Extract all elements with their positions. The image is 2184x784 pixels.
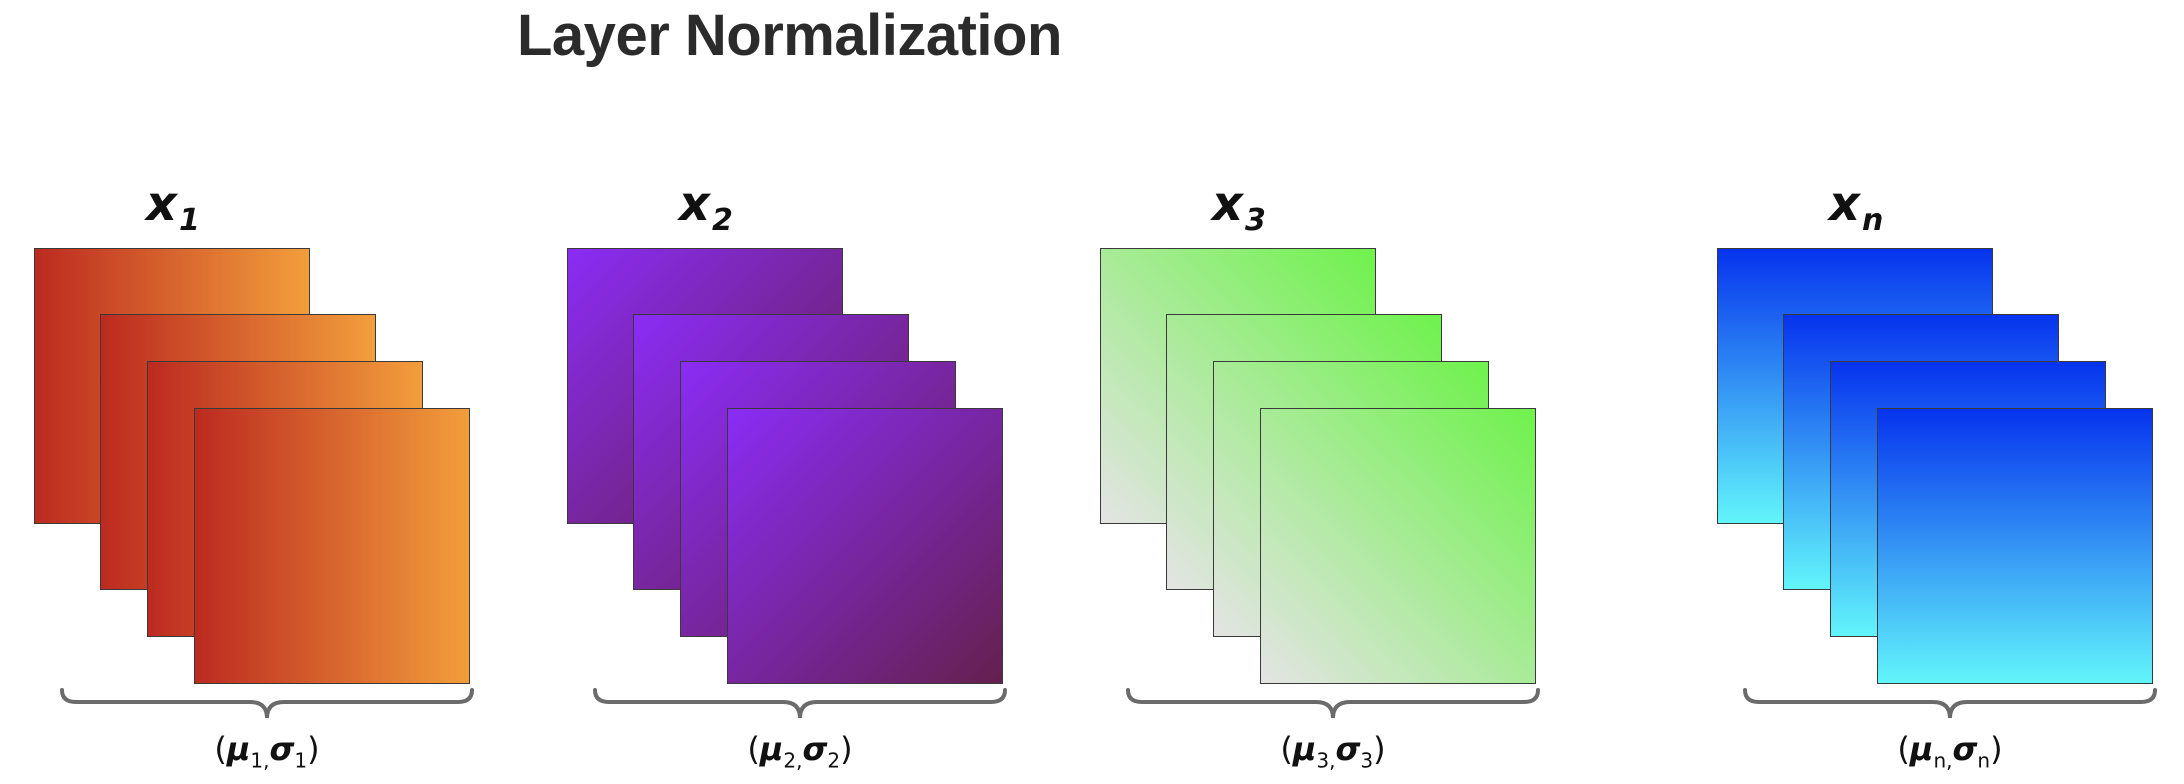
sigma-subscript: 2: [827, 748, 841, 773]
mu-symbol: μ: [226, 730, 251, 768]
mu-subscript: 3: [1316, 748, 1330, 773]
page-title: Layer Normalization: [517, 3, 1062, 68]
sigma-symbol: σ: [1335, 730, 1361, 768]
stats-label-x3: (μ3,σ3): [1253, 730, 1413, 772]
open-paren: (: [214, 730, 227, 768]
sigma-subscript: 3: [1360, 748, 1374, 773]
close-paren: ): [840, 730, 853, 768]
stats-label-x2: (μ2,σ2): [720, 730, 880, 772]
curly-brace-x3: [1126, 688, 1540, 719]
variable-symbol: x: [146, 176, 177, 232]
mu-symbol: μ: [1292, 730, 1317, 768]
close-paren: ): [1990, 730, 2003, 768]
variable-symbol: x: [1212, 176, 1243, 232]
variable-subscript: n: [1861, 203, 1884, 238]
feature-map-sheet: [194, 408, 470, 684]
curly-brace-x2: [593, 688, 1007, 719]
mu-subscript: n: [1933, 748, 1947, 773]
sigma-subscript: 1: [294, 748, 308, 773]
variable-label-x1: x1: [146, 180, 200, 236]
sigma-subscript: n: [1977, 748, 1991, 773]
stats-label-xn: (μn,σn): [1870, 730, 2030, 772]
feature-map-sheet: [727, 408, 1003, 684]
variable-symbol: x: [679, 176, 710, 232]
sigma-symbol: σ: [1952, 730, 1978, 768]
feature-group-x1: x1 (μ1,σ1): [34, 180, 494, 780]
feature-group-x2: x2 (μ2,σ2): [567, 180, 1027, 780]
variable-symbol: x: [1829, 176, 1860, 232]
close-paren: ): [1373, 730, 1386, 768]
feature-map-sheet: [1877, 408, 2153, 684]
variable-label-xn: xn: [1829, 180, 1883, 236]
mu-subscript: 1: [250, 748, 264, 773]
feature-group-x3: x3 (μ3,σ3): [1100, 180, 1560, 780]
sigma-symbol: σ: [802, 730, 828, 768]
curly-brace-x1: [60, 688, 474, 719]
separator: ,: [1946, 748, 1953, 773]
open-paren: (: [1897, 730, 1910, 768]
mu-symbol: μ: [1909, 730, 1934, 768]
close-paren: ): [307, 730, 320, 768]
variable-subscript: 1: [178, 203, 200, 238]
mu-symbol: μ: [759, 730, 784, 768]
separator: ,: [796, 748, 803, 773]
mu-subscript: 2: [783, 748, 797, 773]
variable-subscript: 2: [711, 203, 733, 238]
open-paren: (: [1280, 730, 1293, 768]
feature-map-sheet: [1260, 408, 1536, 684]
separator: ,: [1329, 748, 1336, 773]
variable-label-x2: x2: [679, 180, 733, 236]
curly-brace-xn: [1743, 688, 2157, 719]
stats-label-x1: (μ1,σ1): [187, 730, 347, 772]
separator: ,: [263, 748, 270, 773]
open-paren: (: [747, 730, 760, 768]
variable-subscript: 3: [1244, 203, 1266, 238]
sigma-symbol: σ: [269, 730, 295, 768]
feature-group-xn: xn (μn,σn): [1717, 180, 2177, 780]
variable-label-x3: x3: [1212, 180, 1266, 236]
